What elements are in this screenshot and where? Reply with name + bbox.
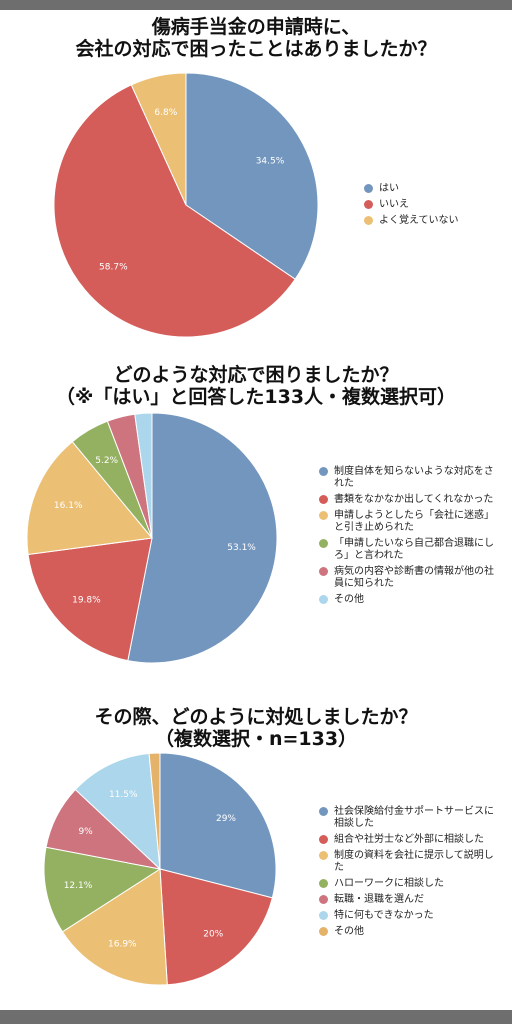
chart-2-legend-swatch-6 — [319, 595, 328, 604]
chart-3-legend-swatch-6 — [319, 911, 328, 920]
chart-2-legend-item-1: 制度自体を知らないような対応をさ れた — [319, 466, 499, 490]
chart-3-data-label-2: 20% — [203, 929, 223, 939]
chart-3-legend-label-1: 社会保険給付金サポートサービスに 相談した — [334, 806, 494, 829]
chart-3-title: その際、どのように対処しましたか？ （複数選択・n=133） — [0, 706, 512, 750]
chart-2-legend: 制度自体を知らないような対応をさ れた書類をなかなか出してくれなかった申請しよう… — [319, 466, 499, 610]
chart-3-legend-label-5: 転職・退職を選んだ — [334, 894, 424, 905]
chart-3-data-label-4: 12.1% — [64, 881, 93, 891]
chart-2-data-label-3: 16.1% — [54, 501, 83, 511]
chart-3-legend-label-6: 特に何もできなかった — [334, 910, 434, 921]
chart-2-legend-swatch-2 — [319, 495, 328, 504]
chart-2-legend-swatch-5 — [319, 567, 328, 576]
chart-3-legend-swatch-5 — [319, 895, 328, 904]
chart-3-slice-7 — [148, 752, 161, 870]
chart-3-slice-2 — [159, 868, 273, 986]
chart-1-pie: 34.5% 58.7% 6.8% — [53, 72, 319, 338]
chart-3-legend-swatch-7 — [319, 927, 328, 936]
chart-1-slice-2 — [53, 84, 296, 338]
chart-1-data-label-3: 6.8% — [154, 108, 177, 118]
chart-3-legend-item-6: 特に何もできなかった — [319, 910, 499, 922]
chart-2-legend-label-3: 申請しようとしたら「会社に迷惑」 と引き止められた — [334, 510, 494, 533]
chart-2-pie: 53.1% 19.8% 16.1% 5.2% — [26, 412, 278, 664]
chart-3-legend-swatch-1 — [319, 807, 328, 816]
chart-3-legend-item-5: 転職・退職を選んだ — [319, 894, 499, 906]
chart-3-legend-label-2: 組合や社労士など外部に相談した — [334, 834, 484, 845]
chart-2-title-line-1: どのような対応で困りましたか？ — [113, 364, 399, 386]
chart-1-legend: はいいいえよく覚えていない — [364, 183, 512, 231]
chart-2-legend-label-1: 制度自体を知らないような対応をさ れた — [334, 466, 494, 489]
chart-3-data-label-3: 16.9% — [108, 940, 137, 950]
chart-2-title: どのような対応で困りましたか？ （※「はい」と回答した133人・複数選択可） — [0, 364, 512, 408]
chart-3-legend-swatch-4 — [319, 879, 328, 888]
chart-2-legend-label-4: 「申請したいなら自己都合退職にし ろ」と言われた — [334, 538, 494, 561]
chart-1-data-label-2: 58.7% — [99, 262, 128, 272]
chart-2-data-label-2: 19.8% — [72, 596, 101, 606]
chart-3-data-label-5: 9% — [78, 827, 93, 837]
chart-1-legend-label-1: はい — [379, 183, 399, 194]
chart-2-legend-item-3: 申請しようとしたら「会社に迷惑」 と引き止められた — [319, 510, 499, 534]
chart-3-legend: 社会保険給付金サポートサービスに 相談した組合や社労士など外部に相談した制度の資… — [319, 806, 499, 942]
chart-3-data-label-1: 29% — [216, 814, 236, 824]
bottom-border-bar — [0, 1010, 512, 1024]
chart-3-title-line-2: （複数選択・n=133） — [154, 728, 358, 750]
chart-3-legend-swatch-3 — [319, 851, 328, 860]
chart-3-legend-label-3: 制度の資料を会社に提示して説明し た — [334, 850, 494, 873]
chart-3-pie: 29% 20% 16.9% 12.1% 9% 11.5% — [43, 752, 277, 986]
chart-2-legend-label-6: その他 — [334, 594, 364, 605]
chart-2-legend-label-5: 病気の内容や診断書の情報が他の社 員に知られた — [334, 566, 494, 589]
chart-3-title-line-1: その際、どのように対処しましたか？ — [94, 706, 418, 728]
chart-2-slice-1 — [127, 412, 278, 664]
chart-1-legend-swatch-1 — [364, 184, 373, 193]
chart-3-slice-4 — [43, 846, 162, 933]
chart-2-legend-item-4: 「申請したいなら自己都合退職にし ろ」と言われた — [319, 538, 499, 562]
chart-1-data-label-1: 34.5% — [256, 157, 285, 167]
chart-1-legend-item-1: はい — [364, 183, 512, 195]
chart-2-title-line-2: （※「はい」と回答した133人・複数選択可） — [55, 386, 457, 408]
chart-3-legend-item-1: 社会保険給付金サポートサービスに 相談した — [319, 806, 499, 830]
chart-1-slice-1 — [185, 72, 319, 280]
chart-1-title-line-2: 会社の対応で困ったことはありましたか？ — [75, 38, 437, 60]
chart-2-legend-item-2: 書類をなかなか出してくれなかった — [319, 494, 499, 506]
chart-3-slice-1 — [159, 752, 277, 899]
chart-3-legend-swatch-2 — [319, 835, 328, 844]
chart-3-data-label-6: 11.5% — [109, 790, 138, 800]
chart-1-legend-item-2: いいえ — [364, 199, 512, 211]
chart-1-legend-label-3: よく覚えていない — [379, 215, 459, 226]
chart-2-legend-item-6: その他 — [319, 594, 499, 606]
chart-1-legend-label-2: いいえ — [379, 199, 409, 210]
chart-2-slice-6 — [134, 412, 153, 539]
chart-3-legend-item-7: その他 — [319, 926, 499, 938]
chart-3-slice-3 — [61, 868, 168, 986]
chart-1-legend-swatch-2 — [364, 200, 373, 209]
chart-2-data-label-1: 53.1% — [227, 543, 256, 553]
chart-2-legend-label-2: 書類をなかなか出してくれなかった — [334, 494, 494, 505]
chart-2-slice-3 — [26, 440, 153, 556]
chart-2-legend-item-5: 病気の内容や診断書の情報が他の社 員に知られた — [319, 566, 499, 590]
chart-3-legend-label-4: ハローワークに相談した — [334, 878, 444, 889]
chart-1-legend-item-3: よく覚えていない — [364, 215, 512, 227]
chart-3-legend-item-2: 組合や社労士など外部に相談した — [319, 834, 499, 846]
chart-3-legend-label-7: その他 — [334, 926, 364, 937]
chart-2-legend-swatch-4 — [319, 539, 328, 548]
chart-2-data-label-4: 5.2% — [95, 456, 118, 466]
chart-2-legend-swatch-3 — [319, 511, 328, 520]
chart-1-title-line-1: 傷病手当金の申請時に、 — [151, 16, 361, 38]
chart-3-slice-6 — [74, 752, 161, 871]
chart-1-legend-swatch-3 — [364, 216, 373, 225]
chart-1-slice-3 — [130, 72, 187, 206]
chart-1-title: 傷病手当金の申請時に、 会社の対応で困ったことはありましたか？ — [0, 16, 512, 60]
chart-2-slice-2 — [27, 537, 153, 662]
chart-3-legend-item-3: 制度の資料を会社に提示して説明し た — [319, 850, 499, 874]
chart-2-legend-swatch-1 — [319, 467, 328, 476]
top-border-bar — [0, 0, 512, 10]
chart-3-legend-item-4: ハローワークに相談した — [319, 878, 499, 890]
